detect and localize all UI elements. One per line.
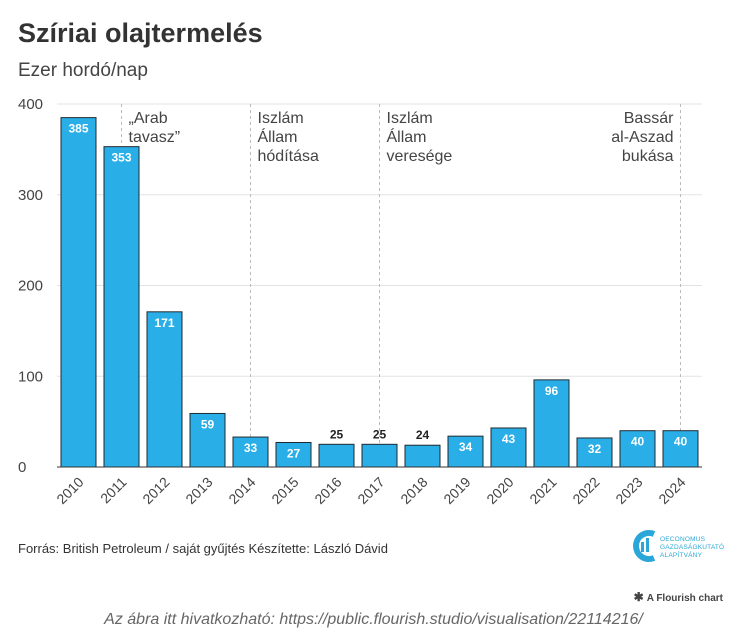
chart-subtitle: Ezer hordó/nap: [18, 60, 148, 81]
x-tick-label: 2010: [53, 474, 86, 507]
x-tick-label: 2012: [139, 474, 172, 507]
bar-value-label: 32: [588, 442, 602, 456]
bar-value-label: 96: [545, 384, 559, 398]
bar-value-label: 33: [244, 441, 258, 455]
source-note: Forrás: British Petroleum / saját gyűjté…: [18, 541, 388, 556]
bar-value-label: 385: [68, 122, 88, 136]
bar: [318, 443, 355, 468]
logo-line-2: GAZDASÁGKUTATÓ: [660, 544, 725, 551]
x-tick-label: 2024: [655, 474, 688, 507]
chart-title: Szíriai olajtermelés: [18, 18, 263, 48]
annotation-text: veresége: [387, 148, 453, 165]
bar-value-label: 59: [201, 417, 215, 431]
bar-value-label: 25: [330, 427, 344, 441]
bar-value-label: 40: [674, 435, 688, 449]
bar: [404, 444, 441, 468]
annotation-text: tavasz”: [129, 129, 181, 146]
bar: [275, 441, 312, 468]
bar: [576, 437, 613, 468]
x-tick-label: 2013: [182, 474, 215, 507]
bar-value-label: 25: [373, 427, 387, 441]
x-tick-label: 2020: [483, 474, 516, 507]
annotation-text: Bassár: [624, 110, 674, 127]
y-tick-label: 300: [18, 187, 43, 204]
annotation-text: Iszlám: [258, 110, 304, 127]
bar: [619, 430, 656, 468]
oeconomus-logo: OECONOMUS GAZDASÁGKUTATÓ ALAPÍTVÁNY: [630, 524, 730, 570]
y-tick-label: 200: [18, 278, 43, 295]
bar-value-label: 40: [631, 435, 645, 449]
logo-icon: [633, 530, 656, 562]
bar: [146, 311, 183, 468]
annotation-text: Iszlám: [387, 110, 433, 127]
bar-value-label: 27: [287, 446, 301, 460]
x-tick-label: 2016: [311, 474, 344, 507]
bar-value-label: 24: [416, 428, 430, 442]
bar-value-label: 43: [502, 432, 516, 446]
bar-chart: 0 100 200 300 400 385 353 171 59 33 27 25 25 24 34 43 96…: [18, 96, 702, 507]
y-tick-label: 100: [18, 368, 43, 385]
bar: [662, 430, 699, 468]
bar: [103, 146, 140, 468]
x-tick-label: 2015: [268, 474, 301, 507]
x-tick-label: 2021: [526, 474, 559, 507]
x-tick-label: 2011: [97, 474, 130, 507]
reference-link[interactable]: Az ábra itt hivatkozható: https://public…: [104, 611, 643, 628]
x-tick-label: 2019: [440, 474, 473, 507]
flourish-star-icon: ✱: [633, 590, 644, 604]
bar: [533, 379, 570, 468]
logo-line-1: OECONOMUS: [660, 536, 706, 543]
x-tick-label: 2023: [612, 474, 645, 507]
bar-value-label: 353: [111, 151, 131, 165]
bar: [60, 117, 97, 468]
bar-value-label: 171: [154, 316, 174, 330]
y-tick-label: 400: [18, 96, 43, 113]
bar: [361, 443, 398, 468]
x-tick-label: 2018: [397, 474, 430, 507]
bar-value-label: 34: [459, 440, 473, 454]
bar: [189, 412, 226, 468]
x-tick-label: 2014: [225, 474, 258, 507]
x-tick-label: 2017: [354, 474, 387, 507]
annotation-text: al-Aszad: [611, 129, 673, 146]
annotation-text: Állam: [258, 127, 298, 146]
x-tick-label: 2022: [569, 474, 602, 507]
bar: [490, 427, 527, 468]
annotation-text: hódítása: [258, 148, 319, 165]
annotation-text: bukása: [622, 148, 674, 165]
annotation-text: Állam: [387, 127, 427, 146]
bar: [447, 435, 484, 468]
logo-line-3: ALAPÍTVÁNY: [660, 552, 703, 559]
annotation-text: „Arab: [129, 110, 168, 127]
flourish-credit[interactable]: ✱ A Flourish chart: [634, 590, 723, 604]
flourish-credit-label: A Flourish chart: [646, 593, 723, 604]
y-tick-label: 0: [18, 459, 26, 476]
